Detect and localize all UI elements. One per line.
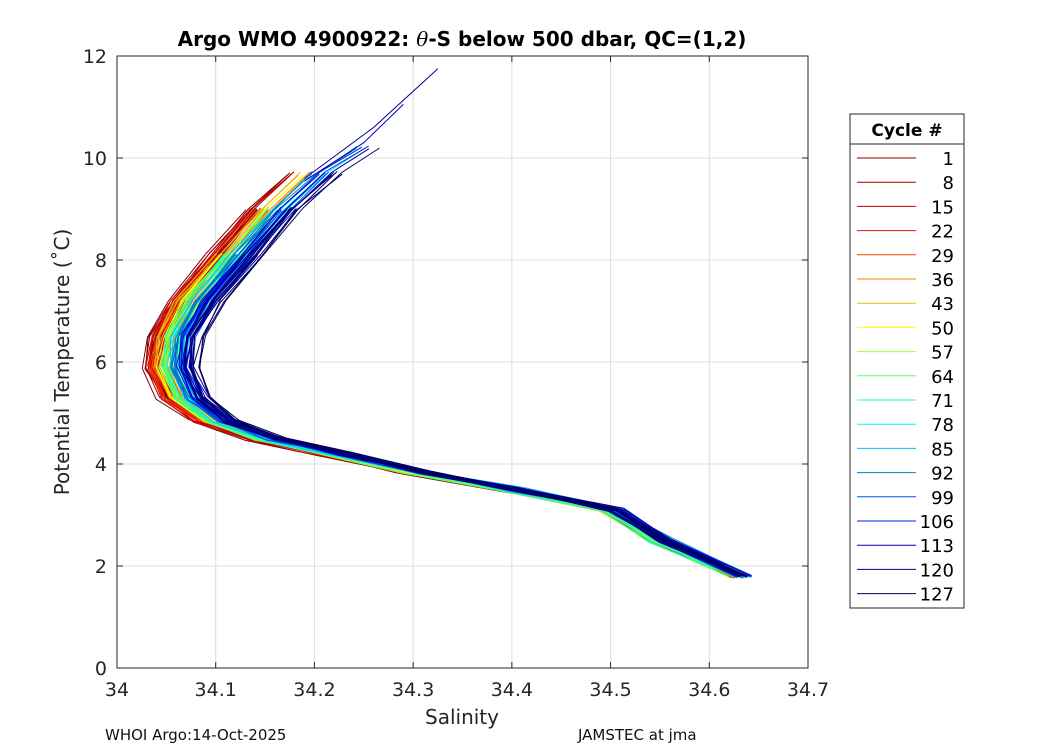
x-tick-label: 34.6 (688, 679, 730, 701)
legend-entry-label: 43 (931, 294, 954, 315)
legend-entry-label: 113 (920, 536, 954, 557)
profile-line-extreme (304, 104, 404, 182)
legend-entry-label: 99 (931, 488, 954, 509)
legend-entry-label: 29 (931, 246, 954, 267)
legend-entry-label: 92 (931, 464, 954, 485)
legend-entry-label: 78 (931, 415, 954, 436)
y-tick-label: 12 (83, 46, 107, 68)
y-tick-label: 6 (95, 352, 107, 374)
x-tick-label: 34.2 (293, 679, 335, 701)
legend-entry-label: 15 (931, 197, 954, 218)
legend-entry-label: 57 (931, 343, 954, 364)
y-tick-label: 0 (95, 658, 107, 680)
legend-title: Cycle # (871, 121, 942, 141)
legend-entry-label: 36 (931, 270, 954, 291)
x-axis-label: Salinity (425, 705, 499, 729)
x-tick-label: 34.5 (589, 679, 631, 701)
legend-entry-label: 50 (931, 318, 954, 339)
profile-line (192, 208, 742, 577)
legend-entry-label: 8 (943, 173, 954, 194)
x-tick-label: 34 (105, 679, 129, 701)
axis-ticks: 34 34.1 34.2 34.3 34.4 34.5 34.6 34.7 0 2 4 6 8 10 12 (83, 46, 829, 701)
profile-line (198, 147, 742, 577)
data-lines (141, 68, 753, 579)
y-axis-label: Potential Temperature (˚C) (50, 229, 74, 496)
legend-entries: 1 8 15 22 29 36 43 50 57 64 71 78 85 92 99 106 113 120 127 (857, 149, 954, 606)
legend-entry-label: 85 (931, 439, 954, 460)
y-tick-label: 8 (95, 250, 107, 272)
x-tick-label: 34.3 (392, 679, 434, 701)
footer-source: WHOI Argo:14-Oct-2025 (105, 726, 287, 744)
chart-title: Argo WMO 4900922: θ-S below 500 dbar, QC… (178, 27, 747, 51)
y-tick-label: 2 (95, 556, 107, 578)
grid (117, 56, 808, 668)
legend-entry-label: 64 (931, 367, 954, 388)
legend-entry-label: 71 (931, 391, 954, 412)
profile-line-extreme (304, 68, 439, 179)
x-tick-label: 34.1 (195, 679, 237, 701)
legend-entry-label: 127 (920, 585, 954, 606)
footer-credit: JAMSTEC at jma (578, 726, 697, 744)
x-tick-label: 34.4 (491, 679, 533, 701)
y-tick-label: 4 (95, 454, 107, 476)
legend: Cycle # 18152229364350576471788592991061… (849, 113, 965, 609)
legend-box (849, 113, 965, 609)
legend-entry-label: 1 (943, 149, 954, 170)
y-tick-label: 10 (83, 148, 107, 170)
legend-entry-label: 120 (920, 560, 954, 581)
legend-entry-label: 106 (920, 512, 954, 533)
x-tick-label: 34.7 (787, 679, 829, 701)
legend-entry-label: 22 (931, 222, 954, 243)
